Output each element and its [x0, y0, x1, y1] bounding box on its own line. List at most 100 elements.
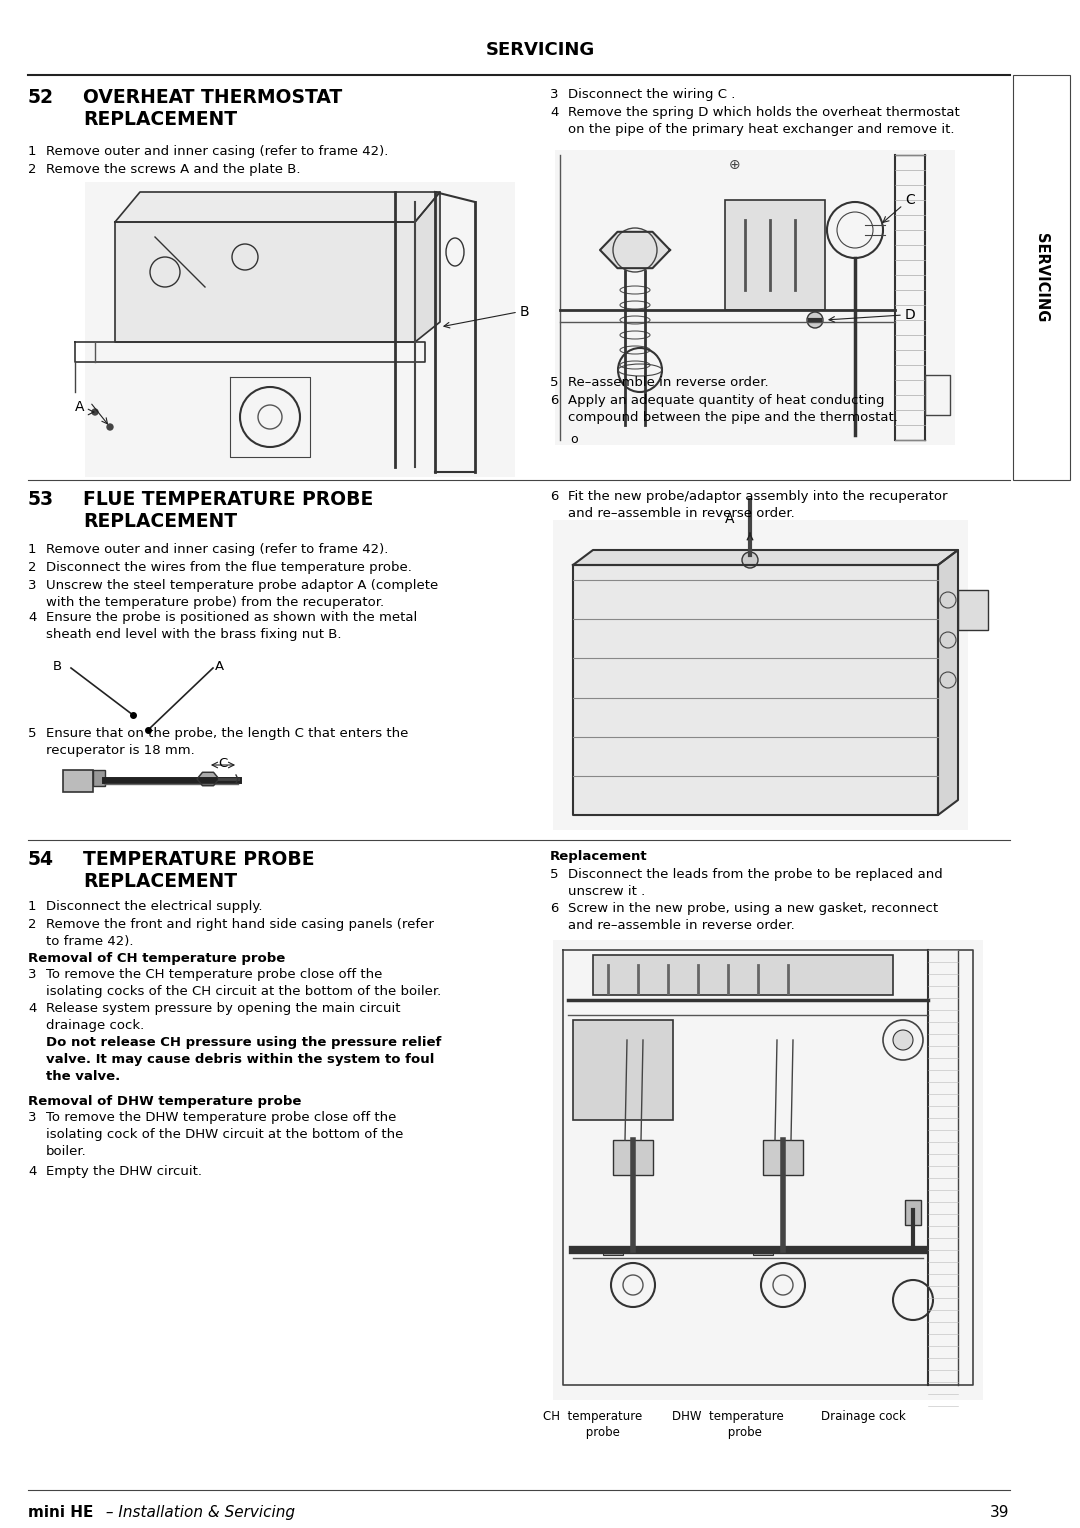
Bar	[958, 590, 988, 630]
Text: To remove the DHW temperature probe close off the: To remove the DHW temperature probe clos…	[46, 1111, 396, 1125]
Bar	[762, 1140, 804, 1175]
Text: Ensure the probe is positioned as shown with the metal: Ensure the probe is positioned as shown …	[46, 611, 417, 623]
Bar	[553, 940, 983, 1400]
Circle shape	[807, 312, 823, 329]
Text: TEMPERATURE PROBE: TEMPERATURE PROBE	[83, 850, 314, 869]
Text: Disconnect the wiring C .: Disconnect the wiring C .	[568, 89, 735, 101]
Polygon shape	[573, 565, 939, 814]
Text: sheath end level with the brass fixing nut B.: sheath end level with the brass fixing n…	[46, 628, 341, 642]
Text: unscrew it .: unscrew it .	[568, 885, 645, 898]
Text: Re–assemble in reverse order.: Re–assemble in reverse order.	[568, 376, 769, 390]
Bar	[573, 1021, 673, 1120]
Text: 1: 1	[28, 145, 37, 157]
Text: Remove the spring D which holds the overheat thermostat: Remove the spring D which holds the over…	[568, 105, 960, 119]
Text: ⊕: ⊕	[729, 157, 741, 173]
Text: Unscrew the steel temperature probe adaptor A (complete: Unscrew the steel temperature probe adap…	[46, 579, 438, 591]
Text: Removal of CH temperature probe: Removal of CH temperature probe	[28, 952, 285, 966]
Text: To remove the CH temperature probe close off the: To remove the CH temperature probe close…	[46, 969, 382, 981]
Text: recuperator is 18 mm.: recuperator is 18 mm.	[46, 744, 194, 756]
Bar	[613, 1140, 653, 1175]
Polygon shape	[114, 193, 440, 222]
Text: B: B	[519, 306, 529, 319]
Text: 2: 2	[28, 561, 37, 575]
Text: Disconnect the wires from the flue temperature probe.: Disconnect the wires from the flue tempe…	[46, 561, 411, 575]
Text: Empty the DHW circuit.: Empty the DHW circuit.	[46, 1164, 202, 1178]
Text: 6: 6	[550, 490, 558, 503]
Bar	[593, 955, 893, 995]
Text: to frame 42).: to frame 42).	[46, 935, 134, 947]
Text: REPLACEMENT: REPLACEMENT	[83, 872, 238, 891]
Text: valve. It may cause debris within the system to foul: valve. It may cause debris within the sy…	[46, 1053, 434, 1067]
Text: Release system pressure by opening the main circuit: Release system pressure by opening the m…	[46, 1002, 401, 1015]
Text: Apply an adequate quantity of heat conducting: Apply an adequate quantity of heat condu…	[568, 394, 885, 406]
Bar	[753, 1247, 773, 1254]
Text: DHW  temperature
         probe: DHW temperature probe	[672, 1410, 784, 1439]
Text: drainage cock.: drainage cock.	[46, 1019, 145, 1031]
Text: 3: 3	[28, 1111, 37, 1125]
Bar	[553, 520, 968, 830]
Text: the valve.: the valve.	[46, 1070, 120, 1083]
Text: isolating cock of the DHW circuit at the bottom of the: isolating cock of the DHW circuit at the…	[46, 1128, 403, 1141]
Bar	[905, 1199, 921, 1225]
Bar	[63, 770, 93, 792]
Text: and re–assemble in reverse order.: and re–assemble in reverse order.	[568, 507, 795, 520]
Text: 3: 3	[28, 969, 37, 981]
Text: on the pipe of the primary heat exchanger and remove it.: on the pipe of the primary heat exchange…	[568, 122, 955, 136]
Circle shape	[893, 1030, 913, 1050]
Text: C: C	[905, 193, 915, 206]
Text: REPLACEMENT: REPLACEMENT	[83, 512, 238, 532]
Text: Drainage cock: Drainage cock	[821, 1410, 905, 1423]
Text: Do not release CH pressure using the pressure relief: Do not release CH pressure using the pre…	[46, 1036, 442, 1050]
Text: Remove the front and right hand side casing panels (refer: Remove the front and right hand side cas…	[46, 918, 434, 931]
Bar	[725, 200, 825, 310]
Text: compound between the pipe and the thermostat.: compound between the pipe and the thermo…	[568, 411, 897, 423]
Text: Ensure that on the probe, the length C that enters the: Ensure that on the probe, the length C t…	[46, 727, 408, 740]
Text: C: C	[218, 756, 228, 770]
Text: 4: 4	[28, 1002, 37, 1015]
Polygon shape	[197, 772, 219, 785]
Text: B: B	[53, 660, 63, 672]
Text: 4: 4	[550, 105, 558, 119]
Text: 1: 1	[28, 900, 37, 914]
Text: 52: 52	[28, 89, 54, 107]
Text: Screw in the new probe, using a new gasket, reconnect: Screw in the new probe, using a new gask…	[568, 902, 939, 915]
Text: OVERHEAT THERMOSTAT: OVERHEAT THERMOSTAT	[83, 89, 342, 107]
Circle shape	[742, 552, 758, 568]
Text: REPLACEMENT: REPLACEMENT	[83, 110, 238, 128]
Text: 5: 5	[550, 376, 558, 390]
Text: 6: 6	[550, 902, 558, 915]
Text: Disconnect the electrical supply.: Disconnect the electrical supply.	[46, 900, 262, 914]
Text: CH  temperature
     probe: CH temperature probe	[543, 1410, 643, 1439]
Text: FLUE TEMPERATURE PROBE: FLUE TEMPERATURE PROBE	[83, 490, 374, 509]
Text: SERVICING: SERVICING	[485, 41, 595, 60]
Text: 3: 3	[550, 89, 558, 101]
Text: 39: 39	[990, 1505, 1010, 1520]
Text: 5: 5	[550, 868, 558, 882]
Text: Remove the screws A and the plate B.: Remove the screws A and the plate B.	[46, 163, 300, 176]
Text: and re–assemble in reverse order.: and re–assemble in reverse order.	[568, 918, 795, 932]
Text: Fit the new probe/adaptor assembly into the recuperator: Fit the new probe/adaptor assembly into …	[568, 490, 947, 503]
Circle shape	[92, 410, 98, 416]
Text: Remove outer and inner casing (refer to frame 42).: Remove outer and inner casing (refer to …	[46, 542, 389, 556]
Text: 3: 3	[28, 579, 37, 591]
Text: 54: 54	[28, 850, 54, 869]
Bar	[93, 770, 105, 785]
Text: 2: 2	[28, 163, 37, 176]
Bar	[1013, 75, 1070, 480]
Text: 6: 6	[550, 394, 558, 406]
Text: Removal of DHW temperature probe: Removal of DHW temperature probe	[28, 1096, 301, 1108]
Text: isolating cocks of the CH circuit at the bottom of the boiler.: isolating cocks of the CH circuit at the…	[46, 986, 442, 998]
Text: boiler.: boiler.	[46, 1144, 86, 1158]
Text: with the temperature probe) from the recuperator.: with the temperature probe) from the rec…	[46, 596, 384, 610]
Circle shape	[107, 423, 113, 429]
Text: 4: 4	[28, 611, 37, 623]
Bar	[555, 150, 955, 445]
Polygon shape	[939, 550, 958, 814]
Bar	[603, 1247, 623, 1254]
Polygon shape	[415, 193, 440, 342]
Text: Replacement: Replacement	[550, 850, 648, 863]
Text: Disconnect the leads from the probe to be replaced and: Disconnect the leads from the probe to b…	[568, 868, 943, 882]
Text: – Installation & Servicing: – Installation & Servicing	[102, 1505, 295, 1520]
Text: 4: 4	[28, 1164, 37, 1178]
Text: 5: 5	[28, 727, 37, 740]
